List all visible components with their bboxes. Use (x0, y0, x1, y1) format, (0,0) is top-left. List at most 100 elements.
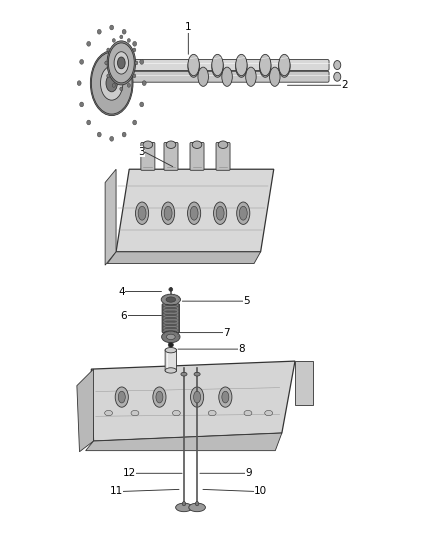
Polygon shape (116, 169, 274, 252)
Ellipse shape (133, 120, 137, 125)
Polygon shape (77, 369, 93, 452)
FancyBboxPatch shape (216, 142, 230, 171)
FancyBboxPatch shape (165, 349, 177, 372)
Ellipse shape (334, 72, 341, 81)
Ellipse shape (219, 387, 232, 407)
Ellipse shape (120, 87, 123, 91)
Ellipse shape (166, 297, 176, 302)
Ellipse shape (173, 410, 180, 416)
Text: 9: 9 (245, 469, 252, 478)
Ellipse shape (214, 202, 227, 224)
FancyBboxPatch shape (162, 304, 180, 333)
Ellipse shape (127, 84, 131, 87)
Ellipse shape (191, 387, 204, 407)
Ellipse shape (135, 61, 138, 65)
Ellipse shape (165, 348, 177, 353)
Ellipse shape (279, 54, 290, 76)
Ellipse shape (107, 41, 136, 85)
Text: 7: 7 (223, 328, 230, 337)
Ellipse shape (143, 141, 153, 148)
Ellipse shape (165, 368, 177, 373)
Ellipse shape (122, 29, 126, 34)
Ellipse shape (208, 410, 216, 416)
Ellipse shape (112, 84, 115, 87)
Ellipse shape (105, 61, 108, 65)
Polygon shape (105, 169, 116, 265)
Ellipse shape (334, 61, 341, 69)
FancyBboxPatch shape (124, 71, 329, 82)
Ellipse shape (236, 56, 247, 77)
Text: 3: 3 (138, 147, 145, 157)
Ellipse shape (246, 67, 256, 86)
Ellipse shape (77, 80, 81, 86)
Ellipse shape (176, 503, 192, 512)
Text: 1: 1 (185, 22, 192, 32)
Ellipse shape (122, 132, 126, 137)
Polygon shape (91, 361, 295, 441)
Ellipse shape (135, 202, 148, 224)
Text: 5: 5 (243, 296, 250, 306)
Ellipse shape (237, 202, 250, 224)
Ellipse shape (161, 294, 180, 305)
Ellipse shape (110, 25, 114, 30)
Ellipse shape (194, 372, 200, 376)
Ellipse shape (188, 54, 199, 76)
Ellipse shape (239, 206, 247, 220)
Ellipse shape (133, 74, 136, 78)
Ellipse shape (140, 102, 144, 107)
Ellipse shape (188, 56, 199, 77)
Ellipse shape (138, 206, 146, 220)
Ellipse shape (106, 75, 117, 92)
Ellipse shape (127, 38, 131, 42)
Ellipse shape (216, 206, 224, 220)
Ellipse shape (222, 67, 232, 86)
Text: 8: 8 (239, 344, 245, 354)
Text: 4: 4 (118, 287, 125, 296)
Polygon shape (107, 252, 261, 264)
Ellipse shape (80, 60, 84, 64)
Ellipse shape (189, 503, 205, 512)
Ellipse shape (115, 387, 128, 407)
Text: 10: 10 (254, 487, 267, 496)
Ellipse shape (187, 202, 201, 224)
Text: 12: 12 (123, 469, 136, 478)
FancyBboxPatch shape (164, 142, 178, 171)
Ellipse shape (114, 52, 129, 74)
Ellipse shape (169, 288, 173, 291)
Polygon shape (86, 433, 282, 451)
Ellipse shape (105, 410, 113, 416)
Text: 6: 6 (120, 311, 127, 320)
Ellipse shape (133, 42, 137, 46)
Ellipse shape (260, 56, 271, 77)
Ellipse shape (112, 38, 115, 42)
Ellipse shape (222, 391, 229, 403)
Ellipse shape (100, 66, 123, 100)
Ellipse shape (110, 136, 114, 141)
Ellipse shape (87, 42, 91, 46)
Ellipse shape (166, 334, 175, 340)
Ellipse shape (166, 141, 176, 148)
Ellipse shape (97, 29, 101, 34)
FancyBboxPatch shape (190, 142, 204, 171)
Ellipse shape (120, 35, 123, 39)
Ellipse shape (236, 54, 247, 76)
Ellipse shape (107, 48, 110, 52)
Ellipse shape (80, 102, 84, 107)
Ellipse shape (140, 60, 144, 64)
Ellipse shape (279, 56, 290, 77)
FancyBboxPatch shape (141, 142, 155, 171)
Ellipse shape (195, 502, 199, 506)
Ellipse shape (117, 57, 125, 69)
Ellipse shape (97, 132, 101, 137)
Ellipse shape (190, 206, 198, 220)
Ellipse shape (107, 74, 110, 78)
Text: 2: 2 (342, 80, 348, 90)
Ellipse shape (269, 67, 280, 86)
Ellipse shape (194, 391, 201, 403)
Polygon shape (295, 361, 313, 405)
Ellipse shape (212, 54, 223, 76)
Ellipse shape (162, 202, 175, 224)
Ellipse shape (131, 410, 139, 416)
Text: 11: 11 (110, 487, 123, 496)
Ellipse shape (142, 80, 146, 86)
